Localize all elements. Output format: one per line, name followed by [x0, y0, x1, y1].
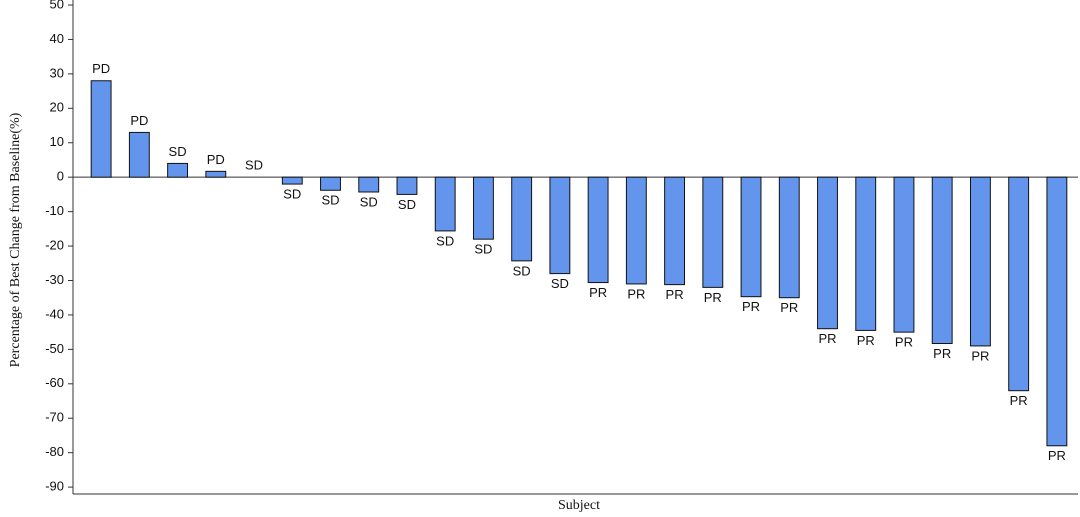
bar-label: SD: [513, 263, 531, 278]
bar-label: SD: [360, 194, 378, 209]
bar-label: PD: [92, 61, 110, 76]
bar: [702, 176, 724, 288]
bar: [549, 176, 571, 275]
bar-label: PR: [589, 285, 607, 300]
bar: [90, 80, 112, 178]
y-tick-label: -60: [45, 375, 64, 390]
y-tick-label: -40: [45, 306, 64, 321]
y-tick-label: -70: [45, 410, 64, 425]
bar-label: PR: [1048, 448, 1066, 463]
bar-label: PR: [704, 290, 722, 305]
y-tick-label: 20: [50, 100, 64, 115]
bar-label: PR: [895, 335, 913, 350]
y-tick-label: 10: [50, 134, 64, 149]
bar-label: SD: [169, 144, 187, 159]
bar-label: PR: [742, 299, 760, 314]
bar: [1046, 176, 1068, 447]
bar: [320, 176, 341, 191]
y-tick-label: -10: [45, 203, 64, 218]
y-tick-label: 0: [57, 169, 64, 184]
bar-label: PR: [818, 331, 836, 346]
bar: [472, 176, 494, 240]
bar-label: PD: [130, 113, 148, 128]
bar: [855, 176, 877, 331]
bar-label: PR: [971, 348, 989, 363]
y-axis-title: Percentage of Best Change from Baseline(…: [8, 112, 23, 367]
y-tick-label: 50: [50, 0, 64, 11]
bar: [205, 170, 227, 178]
bar: [893, 176, 915, 333]
bar: [281, 176, 303, 185]
bar: [511, 176, 533, 262]
y-tick-label: 40: [50, 31, 64, 46]
bar: [969, 176, 991, 347]
bar: [1008, 176, 1030, 392]
bar: [664, 176, 686, 286]
bar-label: SD: [474, 242, 492, 257]
bar-label: SD: [283, 187, 301, 202]
y-tick-label: -80: [45, 444, 64, 459]
bar-label: SD: [551, 276, 569, 291]
bar: [167, 162, 189, 178]
bar: [817, 176, 838, 330]
bar-label: SD: [436, 233, 454, 248]
bar-label: SD: [245, 158, 263, 173]
y-tick-label: 30: [50, 65, 64, 80]
bar-label: PR: [1010, 393, 1028, 408]
x-axis-title: Subject: [558, 498, 600, 513]
bar-label: PR: [857, 333, 875, 348]
y-tick-label: -50: [45, 341, 64, 356]
bar: [931, 176, 953, 345]
bar: [128, 131, 150, 178]
bar: [434, 176, 456, 232]
bar: [625, 176, 647, 285]
bar: [396, 176, 418, 195]
bar-label: PR: [627, 286, 645, 301]
bar-label: PD: [207, 152, 225, 167]
y-tick-label: -20: [45, 237, 64, 252]
bar-label: SD: [321, 193, 339, 208]
bar-label: PR: [933, 346, 951, 361]
bar: [358, 176, 380, 193]
bar-label: PR: [780, 300, 798, 315]
y-tick-label: -90: [45, 479, 64, 494]
bar-label: PR: [666, 287, 684, 302]
bar: [587, 176, 609, 284]
bar-label: SD: [398, 197, 416, 212]
bar: [740, 176, 762, 298]
y-tick-label: -30: [45, 272, 64, 287]
bar: [778, 176, 800, 299]
